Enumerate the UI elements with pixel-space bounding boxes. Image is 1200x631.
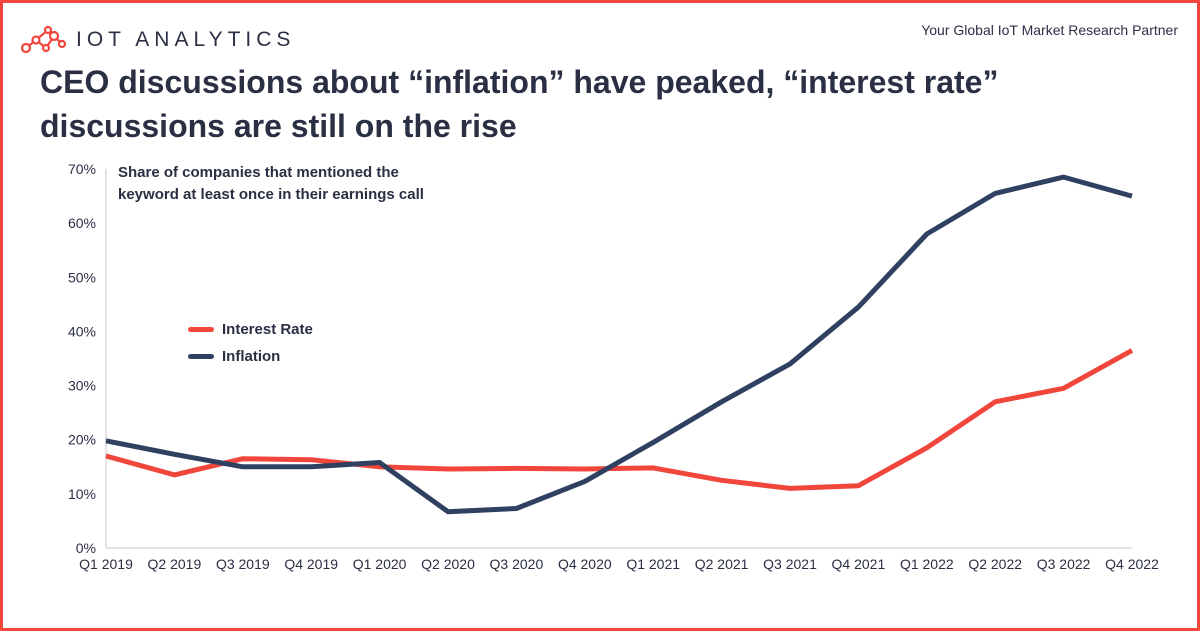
y-tick-label: 50% <box>68 269 96 285</box>
x-tick-label: Q1 2021 <box>626 556 680 572</box>
x-tick-label: Q1 2022 <box>900 556 954 572</box>
chart-subtitle: Share of companies that mentioned the ke… <box>118 162 424 206</box>
chart-legend: Interest Rate Inflation <box>188 316 313 370</box>
legend-item-inflation: Inflation <box>188 343 313 370</box>
subtitle-line-2: keyword at least once in their earnings … <box>118 186 424 203</box>
legend-swatch-inflation <box>188 354 214 359</box>
y-tick-label: 60% <box>68 215 96 231</box>
y-tick-label: 10% <box>68 486 96 502</box>
x-tick-label: Q4 2021 <box>832 556 886 572</box>
x-tick-label: Q1 2019 <box>79 556 133 572</box>
network-nodes-icon <box>20 25 67 54</box>
x-tick-label: Q2 2021 <box>695 556 749 572</box>
y-tick-label: 40% <box>68 323 96 339</box>
x-tick-label: Q4 2019 <box>284 556 338 572</box>
legend-swatch-interest-rate <box>188 327 214 332</box>
subtitle-line-1: Share of companies that mentioned the <box>118 164 399 181</box>
brand-name: IOT ANALYTICS <box>76 28 296 51</box>
title-line-2: discussions are still on the rise <box>40 108 517 144</box>
legend-item-interest-rate: Interest Rate <box>188 316 313 343</box>
x-tick-label: Q3 2019 <box>216 556 270 572</box>
y-tick-label: 20% <box>68 432 96 448</box>
y-tick-label: 0% <box>76 540 96 556</box>
x-tick-label: Q3 2021 <box>763 556 817 572</box>
y-tick-label: 70% <box>68 161 96 177</box>
x-tick-label: Q2 2020 <box>421 556 475 572</box>
brand: IOT ANALYTICS <box>20 22 295 58</box>
y-tick-label: 30% <box>68 378 96 394</box>
series-line-interest-rate <box>105 348 1134 491</box>
x-tick-label: Q3 2020 <box>490 556 544 572</box>
x-tick-label: Q2 2019 <box>148 556 202 572</box>
tagline: Your Global IoT Market Research Partner <box>921 22 1178 38</box>
x-tick-label: Q2 2022 <box>968 556 1022 572</box>
x-tick-label: Q4 2022 <box>1105 556 1159 572</box>
title-line-1: CEO discussions about “inflation” have p… <box>40 64 999 100</box>
legend-label-interest-rate: Interest Rate <box>222 321 313 338</box>
series-line-inflation <box>105 174 1133 515</box>
x-tick-label: Q1 2020 <box>353 556 407 572</box>
x-tick-label: Q3 2022 <box>1037 556 1091 572</box>
legend-label-inflation: Inflation <box>222 348 281 365</box>
x-tick-label: Q4 2020 <box>558 556 612 572</box>
page-title: CEO discussions about “inflation” have p… <box>40 60 1160 148</box>
